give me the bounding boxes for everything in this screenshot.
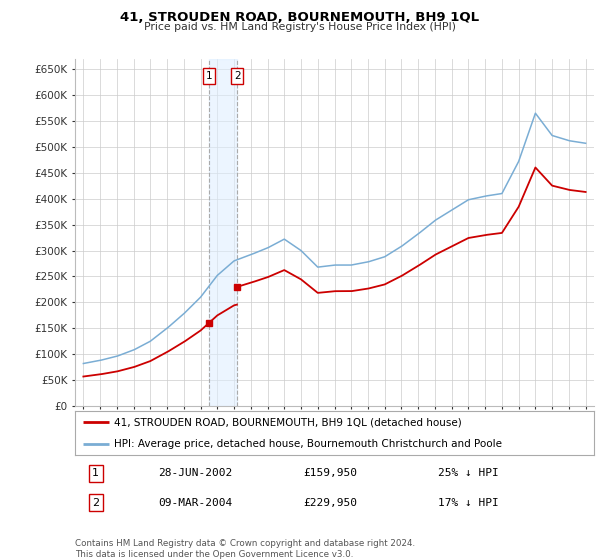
Text: HPI: Average price, detached house, Bournemouth Christchurch and Poole: HPI: Average price, detached house, Bour… bbox=[114, 439, 502, 449]
Text: £159,950: £159,950 bbox=[304, 468, 358, 478]
Text: 1: 1 bbox=[92, 468, 99, 478]
Text: Price paid vs. HM Land Registry's House Price Index (HPI): Price paid vs. HM Land Registry's House … bbox=[144, 22, 456, 32]
Text: 09-MAR-2004: 09-MAR-2004 bbox=[158, 498, 232, 507]
Text: 25% ↓ HPI: 25% ↓ HPI bbox=[438, 468, 499, 478]
Text: 2: 2 bbox=[92, 498, 100, 507]
Text: 1: 1 bbox=[205, 71, 212, 81]
Text: £229,950: £229,950 bbox=[304, 498, 358, 507]
Text: 17% ↓ HPI: 17% ↓ HPI bbox=[438, 498, 499, 507]
Text: Contains HM Land Registry data © Crown copyright and database right 2024.
This d: Contains HM Land Registry data © Crown c… bbox=[75, 539, 415, 559]
Bar bbox=[209, 59, 237, 406]
Text: 28-JUN-2002: 28-JUN-2002 bbox=[158, 468, 232, 478]
Text: 2: 2 bbox=[234, 71, 241, 81]
Text: 41, STROUDEN ROAD, BOURNEMOUTH, BH9 1QL (detached house): 41, STROUDEN ROAD, BOURNEMOUTH, BH9 1QL … bbox=[114, 417, 461, 427]
Text: 41, STROUDEN ROAD, BOURNEMOUTH, BH9 1QL: 41, STROUDEN ROAD, BOURNEMOUTH, BH9 1QL bbox=[121, 11, 479, 24]
